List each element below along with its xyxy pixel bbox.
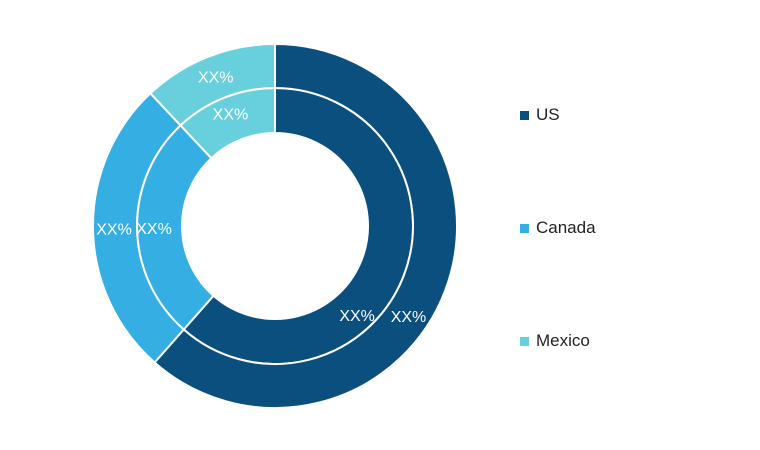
slice-label-inner-canada: XX%: [136, 221, 172, 238]
legend: US Canada Mexico: [520, 0, 740, 450]
slice-label-inner-us: XX%: [339, 308, 375, 325]
slice-label-outer-mexico: XX%: [198, 69, 234, 86]
chart-slices: [92, 42, 458, 409]
slice-label-outer-us: XX%: [391, 309, 427, 326]
slice-outer-mexico: [148, 42, 276, 127]
legend-swatch-mexico: [520, 336, 529, 346]
legend-item-canada: Canada: [520, 216, 596, 240]
slice-label-outer-canada: XX%: [96, 222, 132, 239]
slice-outer-us: [153, 42, 458, 409]
legend-item-us: US: [520, 103, 560, 127]
legend-label-mexico: Mexico: [536, 331, 590, 350]
chart-slice-labels: XX%XX%XX%XX%XX%XX%: [96, 69, 426, 326]
legend-item-mexico: Mexico: [520, 329, 590, 353]
legend-swatch-us: [520, 110, 529, 120]
slice-label-inner-mexico: XX%: [213, 106, 249, 123]
legend-label-us: US: [536, 105, 560, 124]
legend-swatch-canada: [520, 223, 529, 233]
legend-label-canada: Canada: [536, 218, 596, 237]
